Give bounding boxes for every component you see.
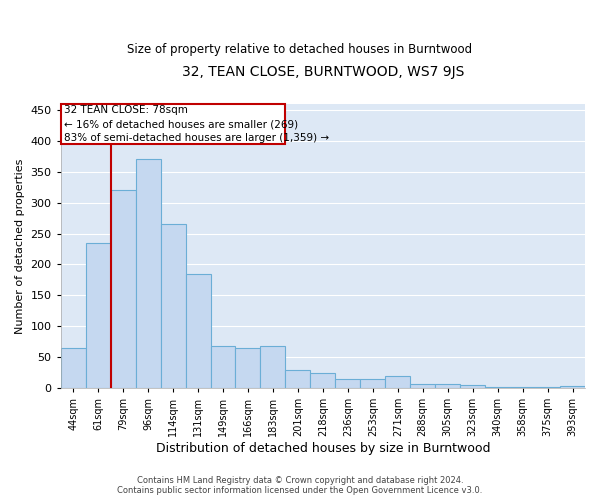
Bar — [410, 384, 435, 388]
Bar — [435, 384, 460, 388]
Bar — [485, 387, 510, 388]
Bar — [361, 379, 385, 388]
Y-axis label: Number of detached properties: Number of detached properties — [15, 158, 25, 334]
Bar — [61, 348, 86, 388]
Bar — [286, 370, 310, 388]
Bar — [460, 385, 485, 388]
Bar — [136, 160, 161, 388]
Bar — [86, 243, 110, 388]
FancyBboxPatch shape — [61, 104, 286, 144]
Bar — [185, 274, 211, 388]
Bar — [335, 379, 361, 388]
Bar — [260, 346, 286, 388]
Text: Contains HM Land Registry data © Crown copyright and database right 2024.
Contai: Contains HM Land Registry data © Crown c… — [118, 476, 482, 495]
Bar — [235, 348, 260, 388]
Bar — [110, 190, 136, 388]
Text: 32 TEAN CLOSE: 78sqm
← 16% of detached houses are smaller (269)
83% of semi-deta: 32 TEAN CLOSE: 78sqm ← 16% of detached h… — [64, 105, 329, 143]
Bar — [385, 376, 410, 388]
Bar — [211, 346, 235, 388]
Text: Size of property relative to detached houses in Burntwood: Size of property relative to detached ho… — [127, 42, 473, 56]
X-axis label: Distribution of detached houses by size in Burntwood: Distribution of detached houses by size … — [155, 442, 490, 455]
Bar — [310, 372, 335, 388]
Title: 32, TEAN CLOSE, BURNTWOOD, WS7 9JS: 32, TEAN CLOSE, BURNTWOOD, WS7 9JS — [182, 65, 464, 79]
Bar — [560, 386, 585, 388]
Bar — [161, 224, 185, 388]
